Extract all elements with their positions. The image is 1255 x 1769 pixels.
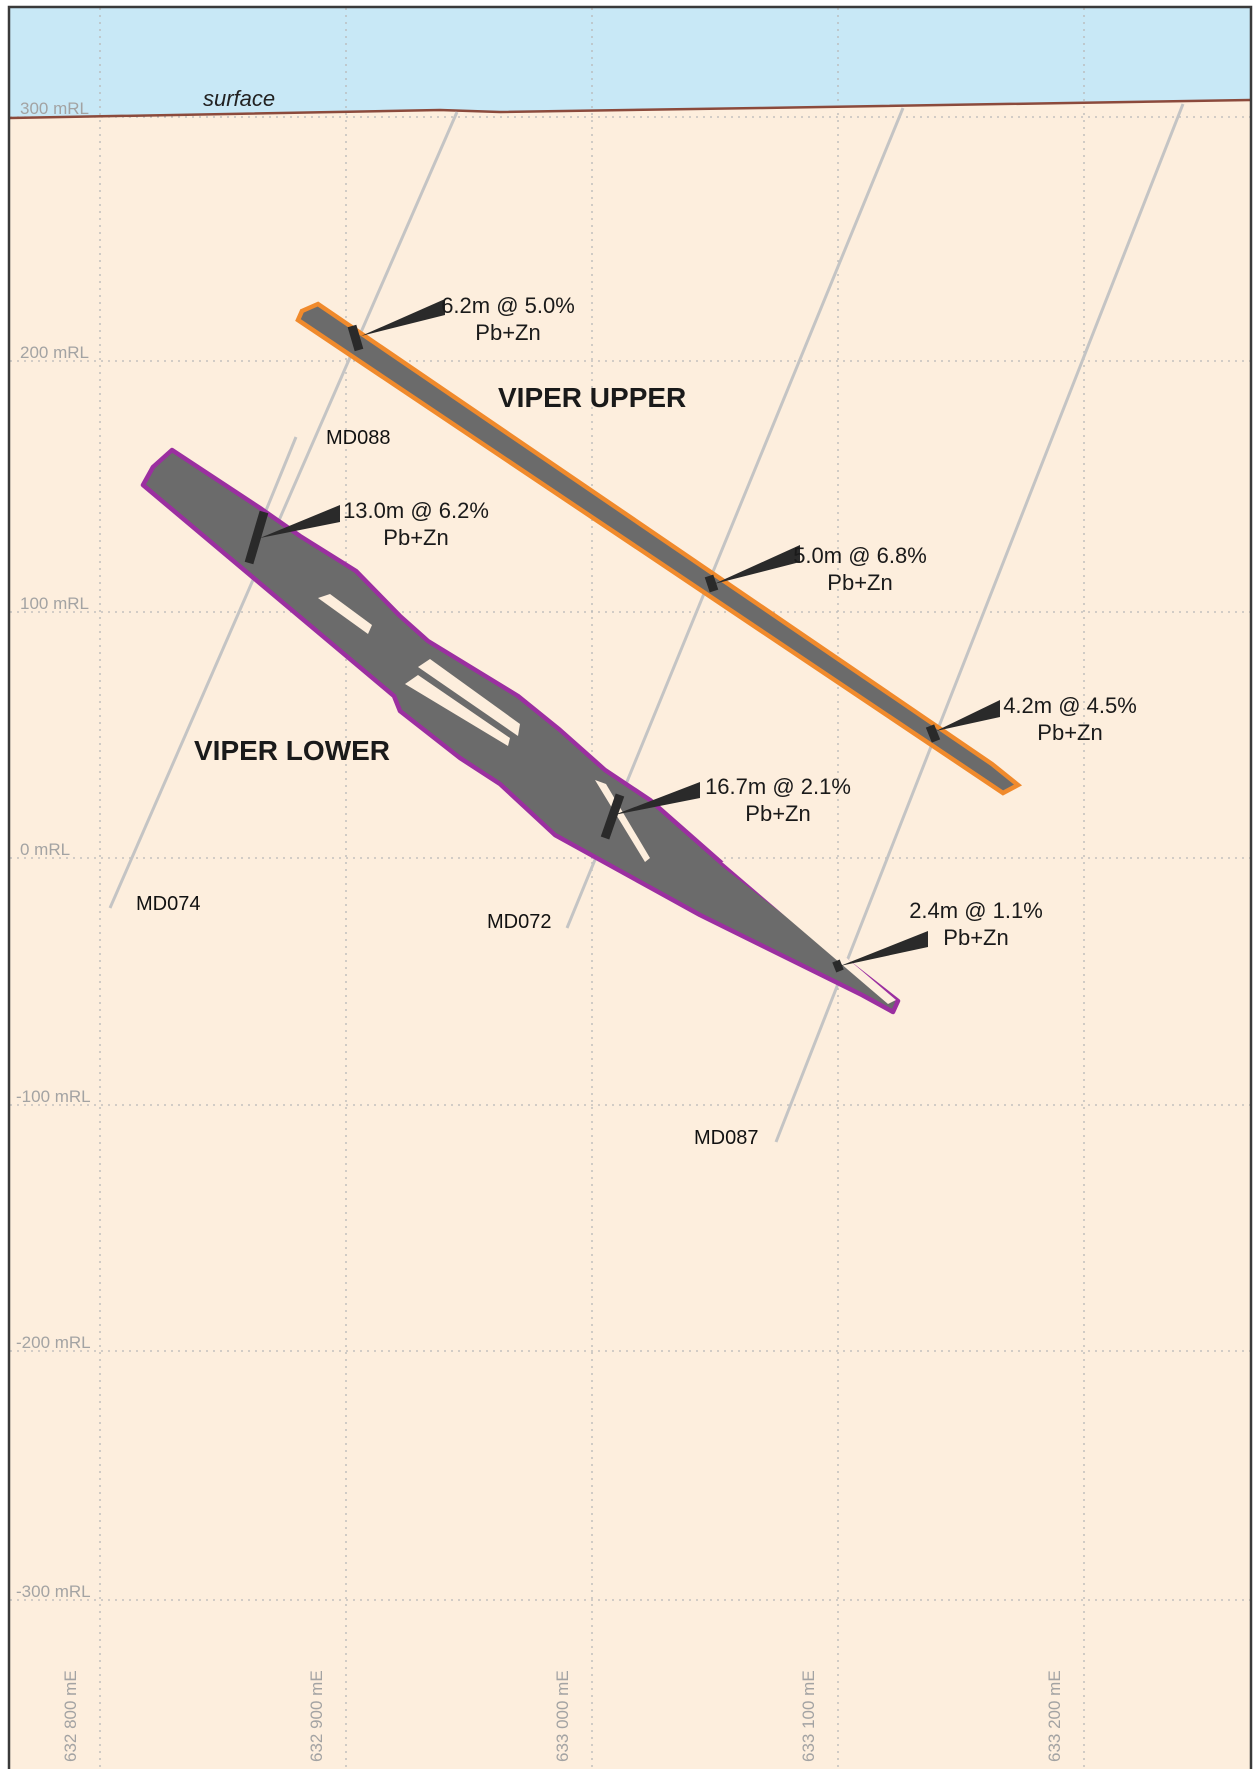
intercept-label-line1: 13.0m @ 6.2% [343,498,489,523]
easting-labels: 632 800 mE 632 900 mE 633 000 mE 633 100… [61,1670,1064,1762]
intercept-label-line2: Pb+Zn [745,801,810,826]
callout-wedge [260,505,340,538]
drillhole-label-md088: MD088 [326,427,390,449]
easting-label: 633 100 mE [799,1670,818,1762]
intercept-labels: 6.2m @ 5.0% Pb+Zn 13.0m @ 6.2% Pb+Zn 5.0… [343,293,1137,950]
zone-label-viper-lower: VIPER LOWER [194,735,390,766]
intercept-marker [600,793,625,840]
easting-label: 632 900 mE [307,1670,326,1762]
callout-wedge [714,545,800,584]
intercept-label-line2: Pb+Zn [943,925,1008,950]
intercept-marker [925,724,941,743]
intercept-label-line1: 16.7m @ 2.1% [705,774,851,799]
intercept-label-line2: Pb+Zn [827,570,892,595]
intercepts [244,299,1000,973]
intercept-label-line2: Pb+Zn [1037,720,1102,745]
intercept-label-line1: 5.0m @ 6.8% [793,543,927,568]
elevation-label: -100 mRL [16,1087,91,1106]
viper-lower-orebody [140,447,901,1015]
drillhole-trace-md074 [108,111,459,909]
diagram-frame [7,5,1253,1769]
elevation-label: 300 mRL [20,99,89,118]
easting-label: 632 800 mE [61,1670,80,1762]
lower-internal-lens [418,659,520,736]
ground-area [10,8,1250,1769]
lower-internal-lens [405,675,510,746]
lower-tail-gap [722,860,896,1004]
callout-wedge [614,782,700,815]
elevation-labels: 300 mRL 200 mRL 100 mRL 0 mRL -100 mRL -… [16,99,91,1601]
zone-label-viper-upper: VIPER UPPER [498,382,686,413]
intercept-label-line1: 6.2m @ 5.0% [441,293,575,318]
elevation-label: -300 mRL [16,1582,91,1601]
callout-wedge [361,299,445,336]
intercept-label-line1: 4.2m @ 4.5% [1003,693,1137,718]
drillhole-label-md074: MD074 [136,893,200,915]
sky-area [10,8,1250,118]
elevation-label: 200 mRL [20,343,89,362]
intercept-marker [704,574,719,593]
viper-upper-orebody [295,301,1023,796]
lower-internal-lens [318,594,372,634]
intercept-label-line2: Pb+Zn [383,525,448,550]
easting-label: 633 200 mE [1045,1670,1064,1762]
surface-line [9,98,1251,120]
intercept-marker [832,959,844,973]
intercept-label-line1: 2.4m @ 1.1% [909,898,1043,923]
callout-wedge [840,931,928,966]
callout-wedge [936,700,1000,731]
surface-label: surface [203,86,275,111]
intercept-label-line2: Pb+Zn [475,320,540,345]
intercept-marker [244,510,269,565]
intercept-marker [347,324,364,352]
elevation-label: 0 mRL [20,840,70,859]
elevation-label: 100 mRL [20,594,89,613]
drillhole-label-md087: MD087 [694,1127,758,1149]
drillhole-label-md072: MD072 [487,911,551,933]
elevation-label: -200 mRL [16,1333,91,1352]
easting-label: 633 000 mE [553,1670,572,1762]
lower-internal-lens [595,780,650,862]
